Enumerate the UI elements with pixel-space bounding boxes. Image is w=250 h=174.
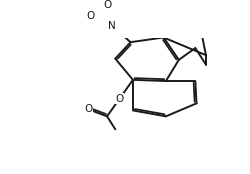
Text: O: O	[116, 94, 124, 104]
Text: O: O	[103, 0, 111, 10]
Text: N: N	[108, 21, 116, 31]
Text: O: O	[86, 11, 95, 21]
Text: O: O	[84, 104, 92, 114]
